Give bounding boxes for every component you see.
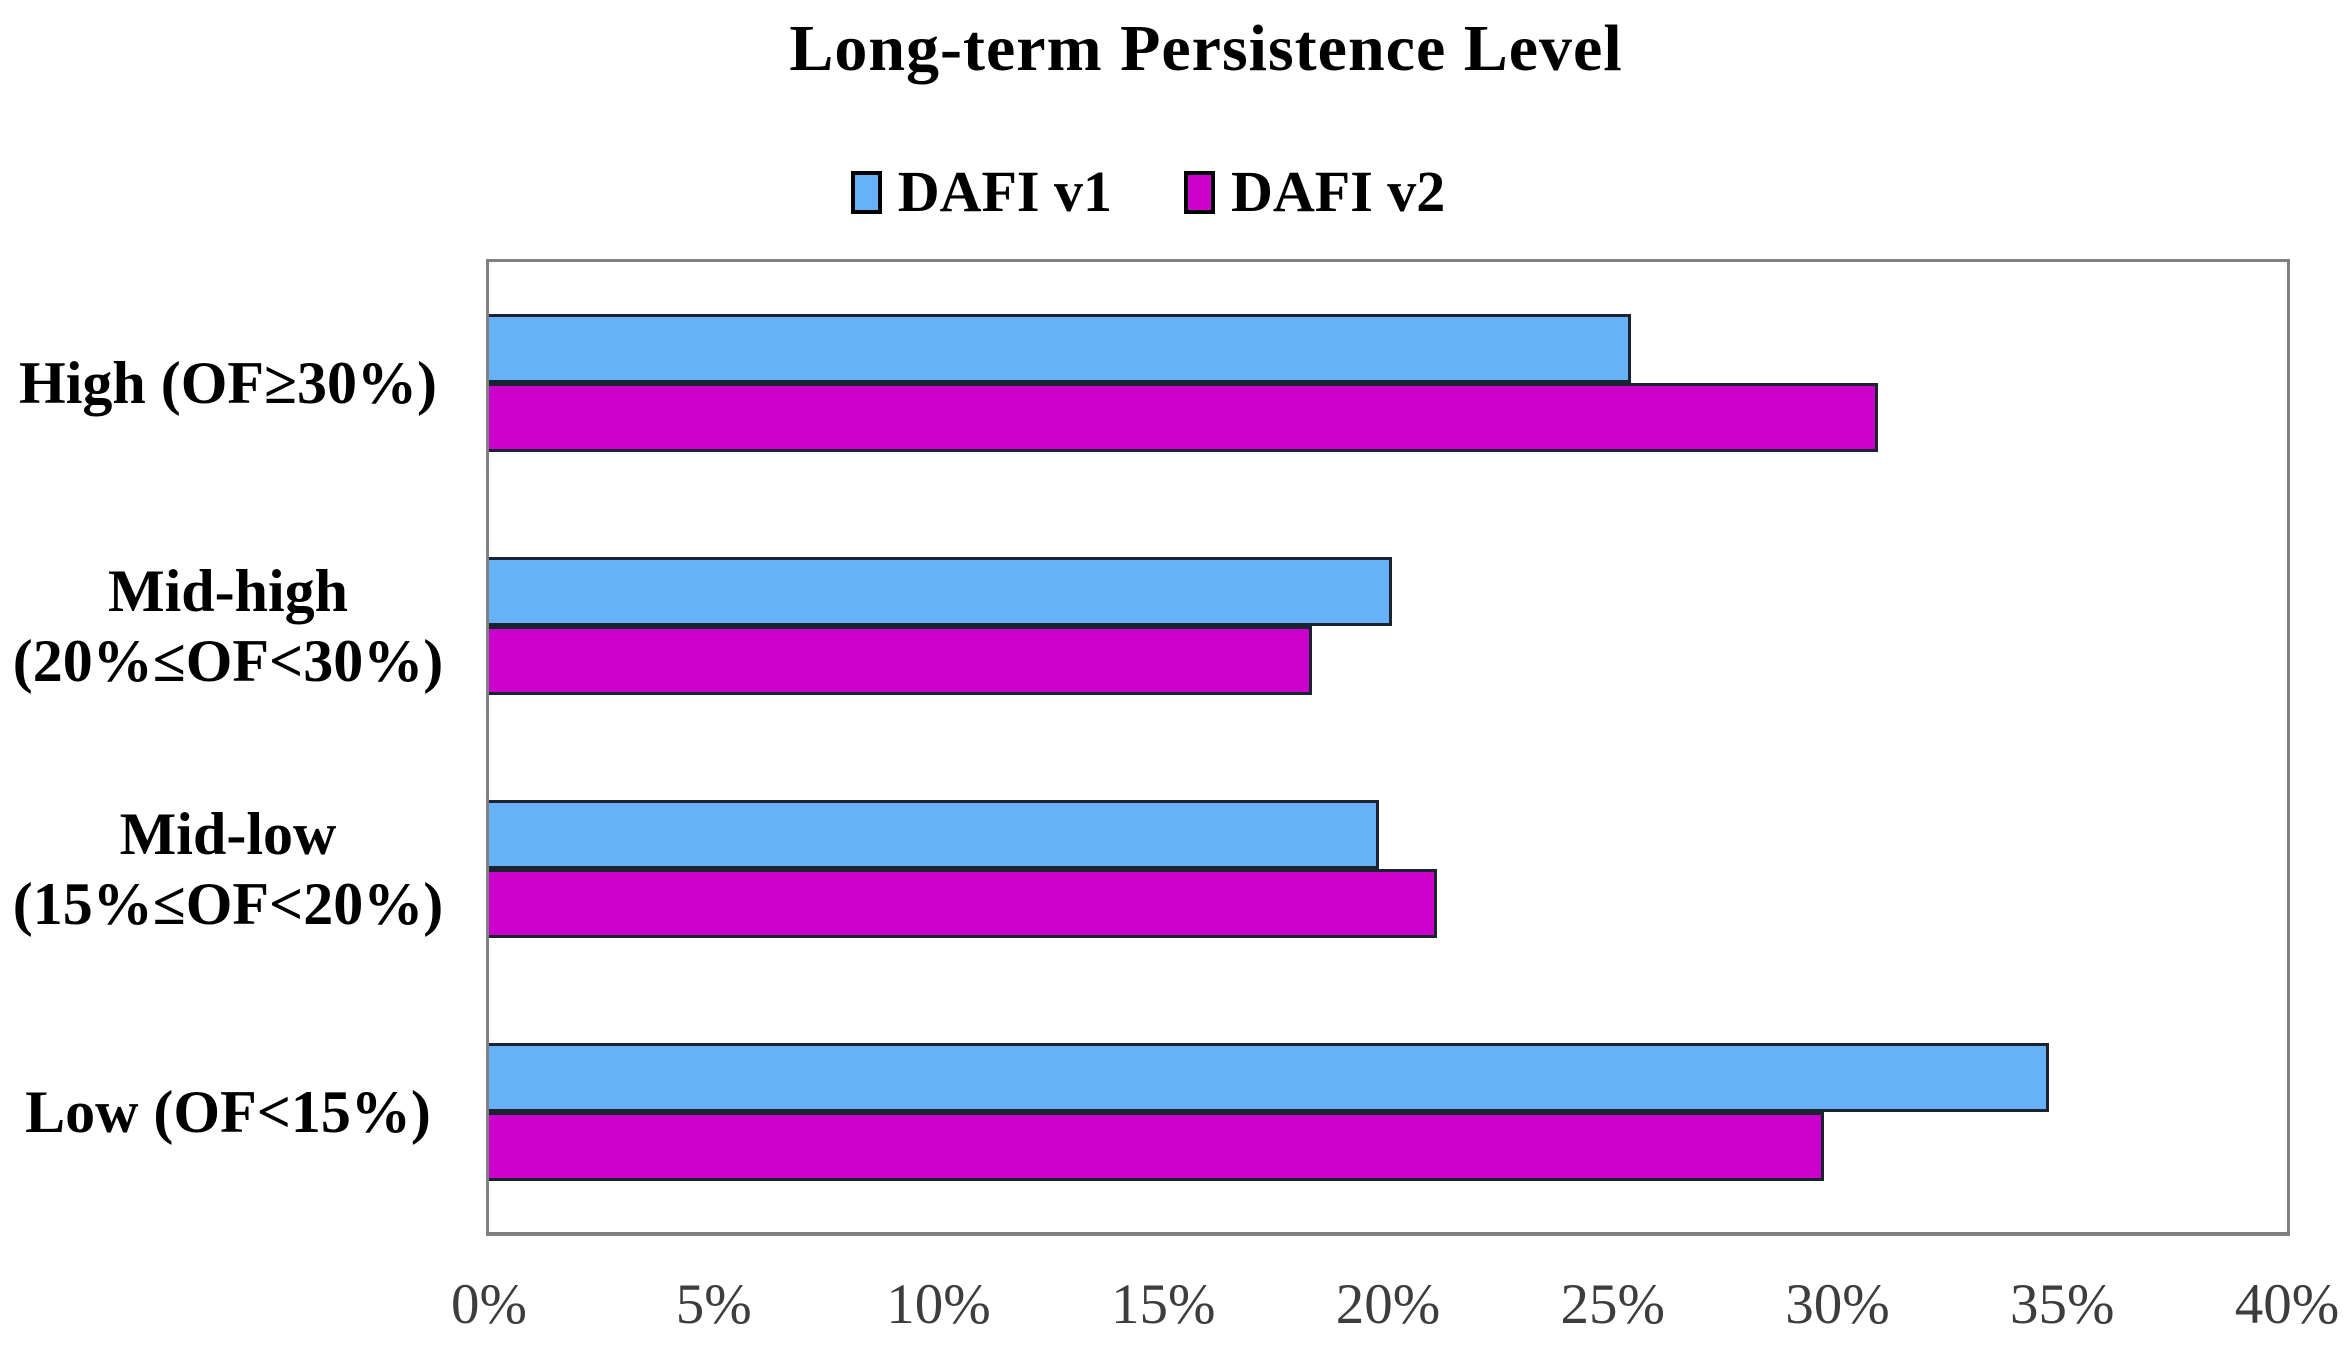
category-label-3: Low (OF<15%) [25,1078,431,1145]
bar-dafi-v2-category-3 [489,1111,1824,1181]
bar-dafi-v1-category-1 [489,557,1393,627]
legend-swatch-dafi-v1 [850,170,882,214]
category-label-2: Mid-low (15%≤OF<20%) [12,800,444,937]
bar-dafi-v2-category-0 [489,383,1878,453]
category-label-1: Mid-high (20%≤OF<30%) [12,558,444,695]
legend-item-dafi-v2: DAFI v2 [1184,163,1445,221]
bar-dafi-v1-category-3 [489,1042,2049,1112]
legend: DAFI v1 DAFI v2 [0,163,2324,221]
x-tick-label-8: 40% [2234,1273,2340,1336]
category-label-0: High (OF≥30%) [19,350,437,417]
x-tick-label-1: 5% [675,1273,752,1336]
bar-dafi-v1-category-0 [489,314,1631,384]
legend-item-dafi-v1: DAFI v1 [850,159,1112,224]
legend-swatch-dafi-v2 [1184,170,1215,214]
x-tick-label-4: 20% [1335,1273,1441,1336]
bar-dafi-v2-category-1 [489,626,1312,696]
legend-label-dafi-v1: DAFI v1 [897,159,1112,224]
x-tick-label-6: 30% [1785,1273,1890,1336]
x-tick-label-3: 15% [1111,1273,1216,1336]
chart-title: Long-term Persistence Level [789,12,1623,85]
x-tick-label-5: 25% [1560,1273,1665,1336]
legend-label-dafi-v2: DAFI v2 [1231,159,1446,224]
bar-dafi-v1-category-2 [489,799,1379,869]
x-tick-label-0: 0% [451,1273,527,1336]
x-tick-label-7: 35% [2010,1273,2115,1336]
x-tick-label-2: 10% [886,1273,991,1336]
plot-area [486,259,2290,1236]
bar-dafi-v2-category-2 [489,868,1438,938]
